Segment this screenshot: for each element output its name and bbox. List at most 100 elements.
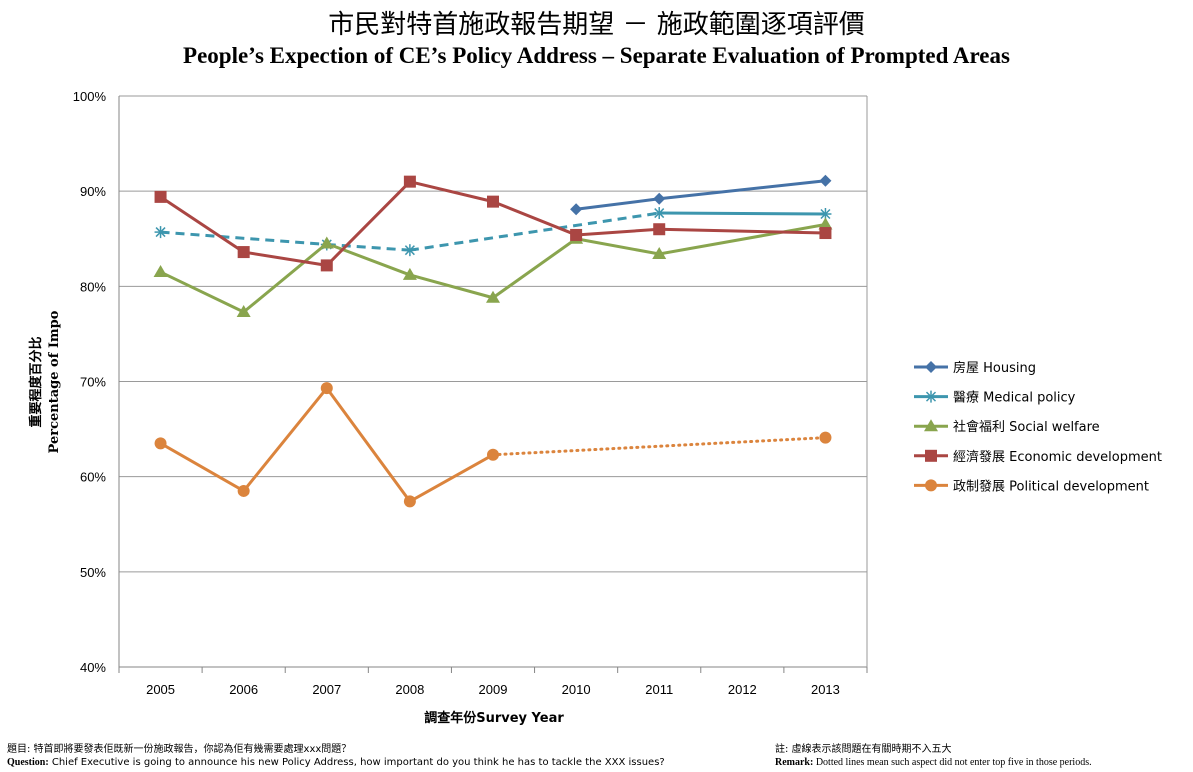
x-tick-label: 2008 — [395, 682, 424, 697]
series-3-segment — [325, 180, 412, 267]
x-tick-label: 2005 — [146, 682, 175, 697]
series-1-segment — [657, 211, 827, 216]
x-tick-label: 2009 — [479, 682, 508, 697]
star-stroke — [925, 391, 937, 402]
series-4-point — [154, 437, 167, 450]
y-tick-label: 90% — [80, 184, 106, 199]
series-4-segment — [491, 436, 827, 457]
series-3-point — [320, 259, 333, 272]
series-3-point — [653, 223, 666, 236]
legend-marker-0 — [925, 361, 937, 373]
footnote-remark-chinese: 註: 虛線表示該問題在有關時期不入五大 — [775, 744, 952, 755]
star-stroke — [404, 245, 415, 256]
series-0-segment — [574, 197, 661, 211]
series-4-point — [487, 448, 499, 461]
series-0-segment — [657, 179, 827, 201]
x-tick-label: 2010 — [562, 682, 591, 697]
question-label: Question: — [7, 757, 49, 768]
series-2-segment — [657, 222, 827, 256]
question-text: Chief Executive is going to announce his… — [51, 757, 665, 768]
series-3-segment — [159, 195, 246, 254]
series-2-point — [153, 265, 168, 278]
legend-marker-2 — [924, 419, 938, 432]
series-2-point — [818, 217, 833, 230]
series-4-point — [237, 484, 250, 497]
legend-label-4: 政制發展 Political development — [953, 479, 1149, 494]
series-3-segment — [408, 180, 495, 204]
y-axis-label-english: Percentage of Impo — [47, 310, 62, 453]
series-lines — [159, 179, 827, 503]
series-1-point — [403, 244, 416, 257]
series-markers — [153, 174, 833, 508]
remark-label: Remark: — [775, 757, 814, 768]
chart-title-english: People’s Expection of CE’s Policy Addres… — [183, 43, 1010, 68]
series-2-segment — [159, 270, 246, 314]
y-tick-label: 60% — [80, 470, 106, 485]
series-3-segment — [242, 250, 329, 267]
series-4-segment — [408, 453, 495, 503]
star-stroke — [654, 208, 665, 219]
y-tick-label: 50% — [80, 565, 106, 580]
legend: 房屋 Housing 醫療 Medical policy 社會福利 Social w… — [914, 360, 1162, 494]
series-2-segment — [408, 273, 495, 300]
y-tick-label: 100% — [73, 89, 107, 104]
axes: 40% 50% 60% 70% 80% 90% 100% 2005 2006 2007 2008 20… — [73, 89, 868, 697]
footnote-question-chinese: 題目: 特首即將要發表佢既新一份施政報告，你認為佢有幾需要處理xxx問題？ — [7, 744, 352, 755]
series-3-point — [154, 190, 167, 203]
legend-marker-3 — [925, 449, 937, 462]
series-1-point — [819, 208, 832, 221]
series-4-point — [403, 495, 416, 508]
series-2-point — [319, 236, 334, 249]
series-3-point — [819, 227, 832, 240]
legend-marker-1 — [925, 390, 937, 403]
legend-label-1: 醫療 Medical policy — [953, 391, 1076, 406]
series-2-segment — [325, 242, 412, 277]
series-2-point — [402, 267, 417, 280]
series-2-point — [486, 290, 500, 303]
series-2-point — [652, 246, 667, 259]
series-3-point — [403, 175, 416, 188]
x-tick-label: 2007 — [312, 682, 341, 697]
series-3-point — [570, 228, 583, 241]
series-4-segment — [242, 386, 329, 493]
series-2-segment — [242, 242, 329, 314]
series-4-point — [819, 431, 832, 444]
x-tick-label: 2011 — [645, 682, 673, 697]
star-stroke — [155, 227, 166, 238]
y-tick-label: 80% — [80, 279, 106, 294]
series-2-segment — [491, 237, 578, 300]
legend-label-0: 房屋 Housing — [953, 360, 1036, 376]
series-3-segment — [657, 227, 827, 235]
series-1-point — [154, 226, 167, 239]
chart-title-chinese: 市民對特首施政報告期望 － 施政範圍逐項評價 — [328, 10, 865, 40]
series-0-point — [819, 174, 832, 187]
series-0-point — [653, 192, 666, 205]
y-tick-label: 40% — [80, 660, 106, 675]
y-axis-label-chinese: 重要程度百分比 — [28, 336, 44, 427]
x-tick-label: 2006 — [229, 682, 258, 697]
gridlines — [119, 95, 867, 668]
star-stroke — [820, 208, 831, 220]
x-axis-label: 調查年份Survey Year — [424, 710, 564, 726]
series-2-segment — [574, 237, 661, 256]
series-1-segment — [160, 230, 327, 246]
series-1-point — [653, 207, 666, 220]
series-1-segment — [409, 211, 660, 252]
y-tick-label: 70% — [80, 375, 106, 390]
x-tick-label: 2012 — [728, 682, 757, 697]
series-4-segment — [159, 441, 246, 493]
series-3-segment — [491, 200, 578, 237]
footnote-question-english: Question: Chief Executive is going to an… — [7, 757, 665, 768]
series-2-point — [236, 305, 251, 318]
legend-label-3: 經濟發展 Economic development — [953, 449, 1162, 465]
series-0-point — [570, 203, 583, 216]
series-4-point — [320, 382, 333, 395]
remark-text: Dotted lines mean such aspect did not en… — [815, 757, 1092, 768]
x-tick-label: 2013 — [811, 682, 840, 697]
legend-label-2: 社會福利 Social welfare — [953, 419, 1100, 435]
footnote-remark-english: Remark: Dotted lines mean such aspect di… — [775, 757, 1092, 768]
legend-marker-4 — [925, 479, 937, 492]
series-3-point — [237, 246, 250, 259]
series-3-point — [487, 195, 499, 208]
